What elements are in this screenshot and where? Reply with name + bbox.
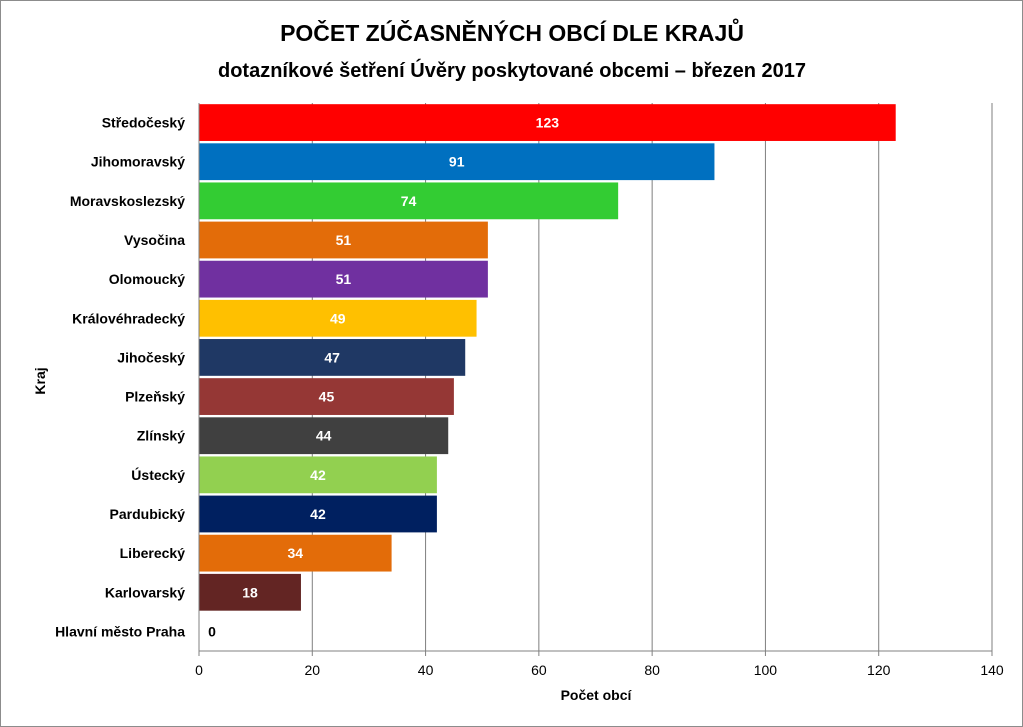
category-label: Pardubický	[110, 506, 186, 522]
category-label: Olomoucký	[109, 271, 185, 287]
data-label: 47	[324, 349, 340, 365]
data-label: 74	[401, 193, 417, 209]
data-label: 49	[330, 310, 346, 326]
x-tick-label: 60	[531, 662, 547, 678]
bar	[199, 299, 477, 337]
data-label: 45	[319, 389, 335, 405]
data-label: 44	[316, 428, 332, 444]
category-label: Královéhradecký	[72, 310, 185, 326]
data-label: 0	[208, 623, 216, 639]
data-label: 123	[536, 115, 560, 131]
category-label: Plzeňský	[125, 389, 185, 405]
data-label: 18	[242, 584, 258, 600]
category-label: Vysočina	[124, 232, 185, 248]
category-label: Moravskoslezský	[70, 193, 185, 209]
x-tick-label: 140	[980, 662, 1004, 678]
bar	[199, 339, 466, 376]
data-label: 51	[336, 232, 352, 248]
bar	[199, 221, 488, 259]
bar	[199, 378, 454, 415]
bar	[199, 495, 437, 533]
category-label: Jihočeský	[117, 349, 185, 365]
category-label: Ústecký	[131, 466, 185, 483]
category-label: Jihomoravský	[91, 154, 185, 170]
x-axis-title: Počet obcí	[561, 687, 633, 703]
x-tick-label: 80	[644, 662, 660, 678]
x-tick-label: 20	[304, 662, 320, 678]
bar	[199, 182, 619, 220]
category-label: Liberecký	[120, 545, 186, 561]
bar	[199, 456, 437, 494]
bar	[199, 534, 392, 572]
category-label: Středočeský	[102, 115, 185, 131]
category-label: Karlovarský	[105, 584, 185, 600]
bar	[199, 573, 301, 611]
bar	[199, 260, 488, 298]
bar	[199, 417, 449, 455]
data-label: 42	[310, 506, 326, 522]
y-axis-title: Kraj	[32, 367, 48, 394]
category-label: Zlínský	[137, 428, 185, 444]
bar	[199, 143, 715, 181]
x-tick-label: 0	[195, 662, 203, 678]
plot-area: 123 Středočeský 91 Jihomoravský 74 Moravskosl…	[55, 103, 1004, 678]
data-label: 51	[336, 271, 352, 287]
x-tick-label: 100	[754, 662, 778, 678]
data-label: 34	[288, 545, 304, 561]
category-label: Hlavní město Praha	[55, 623, 185, 639]
chart-subtitle: dotazníkové šetření Úvěry poskytované ob…	[218, 58, 806, 82]
x-tick-label: 40	[418, 662, 434, 678]
data-label: 42	[310, 467, 326, 483]
x-tick-label: 120	[867, 662, 891, 678]
data-label: 91	[449, 154, 465, 170]
bar	[199, 104, 896, 141]
chart-title: POČET ZÚČASNĚNÝCH OBCÍ DLE KRAJŮ	[280, 17, 744, 46]
